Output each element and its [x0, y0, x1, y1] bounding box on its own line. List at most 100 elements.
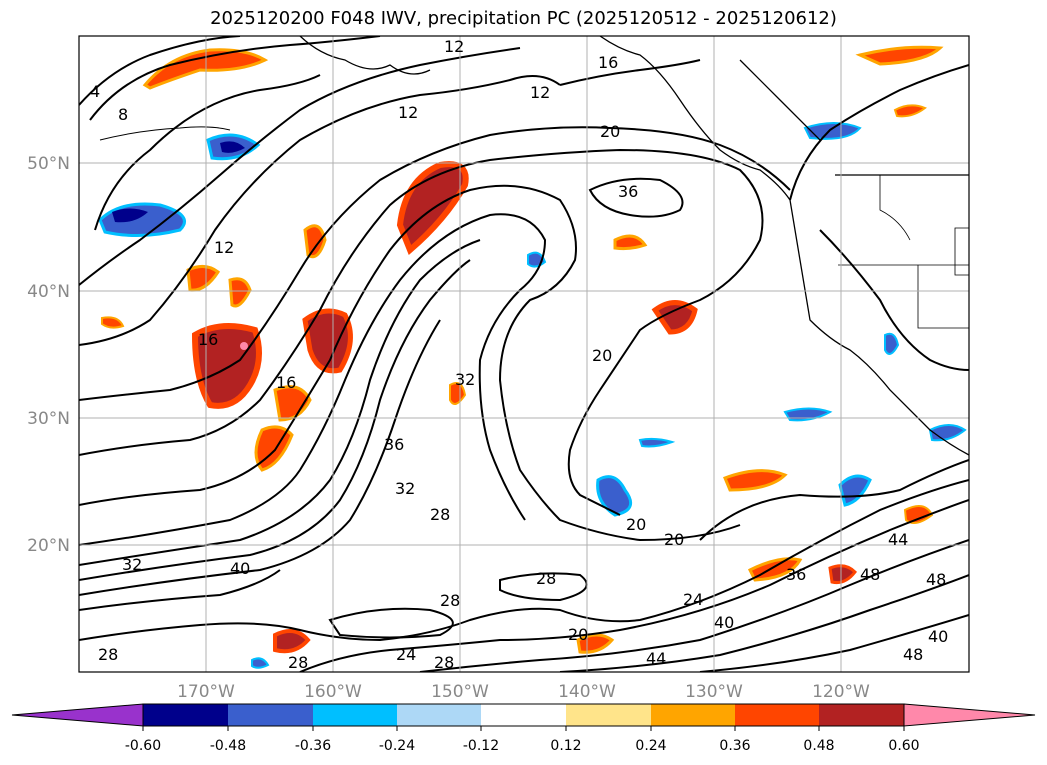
precip-patch	[803, 122, 862, 140]
contour-line	[699, 459, 969, 541]
colorbar-tick-label: 0.36	[719, 738, 750, 754]
contour-label: 16	[276, 373, 296, 392]
contour-label: 28	[98, 645, 118, 664]
map-panel: 4 8 12 12 12 12 16 16 16 20 20 20 20 20 …	[79, 36, 969, 672]
colorbar-tick-label: -0.48	[210, 738, 246, 754]
contour-label-group: 4 8 12 12 12 12 16 16 16 20 20 20 20 20 …	[90, 37, 948, 672]
contour-label: 40	[230, 559, 250, 578]
contour-label: 24	[683, 590, 703, 609]
lat-labels: 50°N 40°N 30°N 20°N	[27, 154, 70, 556]
contour-label: 36	[384, 435, 404, 454]
contour-label: 16	[598, 53, 618, 72]
colorbar-tick-label: -0.60	[125, 738, 161, 754]
precip-patch	[273, 385, 312, 422]
colorbar-segment	[651, 704, 735, 726]
precip-patch	[186, 265, 221, 292]
contour-line	[559, 59, 701, 86]
coastline	[739, 59, 821, 141]
precip-patch	[596, 475, 633, 517]
contour-label: 20	[592, 346, 612, 365]
contour-label: 36	[786, 565, 806, 584]
lon-label: 150°W	[431, 682, 489, 702]
colorbar-segment	[313, 704, 397, 726]
contour-line	[79, 36, 241, 106]
lat-label: 20°N	[27, 536, 70, 556]
colorbar-tick-label: 0.60	[888, 738, 919, 754]
colorbar-tick-label: -0.36	[295, 738, 331, 754]
colorbar-tick-label: -0.24	[379, 738, 415, 754]
colorbar-segment	[481, 704, 566, 726]
contour-label: 32	[455, 370, 475, 389]
iwv-contours	[79, 36, 969, 672]
map-frame	[78, 35, 970, 673]
lon-label: 170°W	[177, 682, 235, 702]
contour-line	[79, 184, 741, 542]
precip-patch	[112, 208, 148, 223]
coastline	[299, 36, 431, 75]
contour-line	[819, 229, 969, 371]
contour-line	[789, 64, 969, 201]
contour-label: 44	[646, 649, 666, 668]
precip-patch	[783, 407, 833, 422]
contour-line	[79, 569, 281, 611]
state-border	[954, 227, 969, 276]
precip-patch	[651, 300, 698, 335]
colorbar-segment	[566, 704, 651, 726]
colorbar-min-extension	[11, 703, 144, 727]
contour-line	[79, 148, 764, 516]
colorbar: -0.60 -0.48 -0.36 -0.24 -0.12 0.12 0.24 …	[11, 703, 1036, 754]
contour-line	[79, 47, 521, 286]
contour-line	[94, 74, 321, 231]
contour-label: 28	[536, 569, 556, 588]
lon-labels: 170°W 160°W 150°W 140°W 130°W 120°W	[177, 682, 870, 702]
contour-label: 20	[568, 625, 588, 644]
state-border	[879, 175, 911, 241]
colorbar-segment	[143, 704, 228, 726]
precip-patch	[449, 382, 467, 405]
contour-line	[79, 479, 969, 642]
contour-label: 20	[626, 515, 646, 534]
precip-patch	[273, 629, 311, 654]
contour-line	[299, 499, 969, 672]
contour-line	[559, 574, 969, 672]
precip-patch	[302, 308, 353, 374]
contour-label: 20	[600, 122, 620, 141]
lat-label: 30°N	[27, 409, 70, 429]
contour-line	[79, 213, 547, 546]
graticule	[79, 36, 969, 672]
contour-line	[328, 607, 454, 639]
contour-line	[699, 614, 969, 672]
colorbar-outline	[142, 703, 905, 727]
precip-patch	[240, 342, 248, 350]
colorbar-segment	[735, 704, 819, 726]
precip-shading	[98, 45, 967, 669]
contour-label: 12	[214, 238, 234, 257]
colorbar-segment	[228, 704, 313, 726]
contour-label: 28	[430, 505, 450, 524]
coastline	[99, 126, 231, 141]
contour-line	[499, 572, 588, 602]
colorbar-segment	[397, 704, 481, 726]
contour-label: 12	[398, 103, 418, 122]
contour-label: 40	[714, 613, 734, 632]
lon-label: 140°W	[558, 682, 616, 702]
contour-line	[419, 539, 969, 672]
contour-label: 20	[664, 530, 684, 549]
precip-patch	[723, 469, 788, 492]
lat-label: 50°N	[27, 154, 70, 174]
contour-label: 40	[928, 627, 948, 646]
lon-label: 160°W	[304, 682, 362, 702]
colorbar-tick-label: 0.48	[803, 738, 834, 754]
contour-label: 44	[888, 530, 908, 549]
precip-patch	[220, 141, 245, 153]
map-title: 2025120200 F048 IWV, precipitation PC (2…	[210, 8, 837, 29]
precip-patch	[101, 316, 125, 329]
contour-label: 28	[434, 653, 454, 672]
coastline	[599, 36, 969, 456]
contour-label: 28	[288, 653, 308, 672]
precip-patch	[303, 224, 327, 259]
contour-line	[79, 319, 441, 596]
contour-line	[588, 177, 684, 218]
precip-patch	[613, 234, 648, 251]
